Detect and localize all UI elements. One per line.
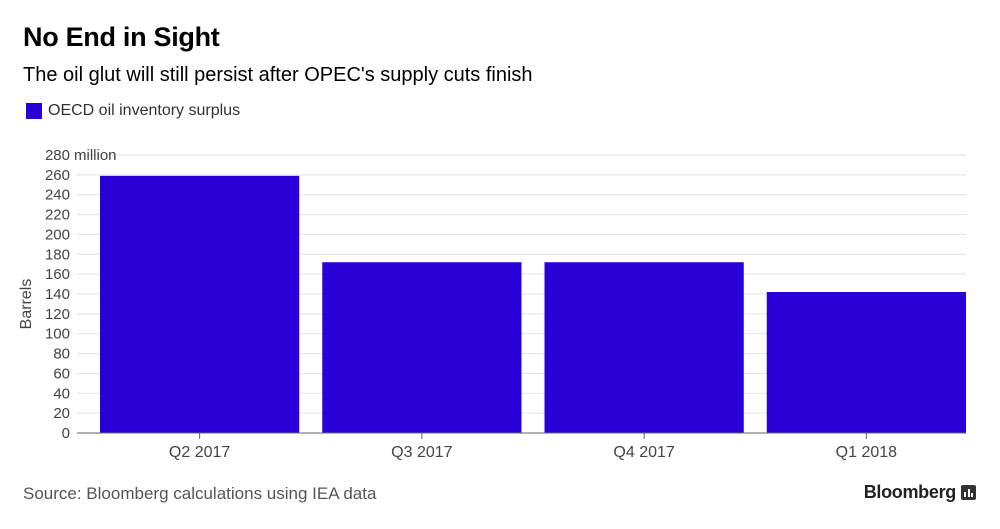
bar xyxy=(544,262,744,433)
source-note: Source: Bloomberg calculations using IEA… xyxy=(23,484,377,503)
y-tick-label: 20 xyxy=(53,405,70,422)
axes: 0 20 40 60 80 100 120 140 160 180 200 220 240 260 280 m… xyxy=(18,147,966,461)
y-tick-label: 120 xyxy=(45,306,70,323)
bar-chart-logo-icon xyxy=(961,485,976,500)
x-tick-label: Q1 2018 xyxy=(836,444,897,461)
brand-logo: Bloomberg xyxy=(864,482,976,503)
bar xyxy=(322,262,522,433)
y-tick-label: 200 xyxy=(45,226,70,243)
y-tick-label: 280 xyxy=(45,147,70,164)
brand-name: Bloomberg xyxy=(863,482,957,502)
y-unit-label: million xyxy=(74,147,117,164)
y-tick-label: 80 xyxy=(53,346,70,363)
x-tick-label: Q2 2017 xyxy=(169,444,230,461)
y-tick-label: 0 xyxy=(62,425,70,442)
bars xyxy=(100,175,966,433)
chart-title: No End in Sight xyxy=(23,22,220,52)
y-axis-label: Barrels xyxy=(18,279,35,330)
legend-label: OECD oil inventory surplus xyxy=(48,102,241,119)
y-tick-label: 40 xyxy=(53,385,70,402)
legend-swatch xyxy=(26,103,42,119)
bar xyxy=(766,292,966,433)
chart-subtitle: The oil glut will still persist after OP… xyxy=(23,64,533,86)
y-tick-label: 240 xyxy=(45,187,70,204)
x-tick-label: Q3 2017 xyxy=(391,444,452,461)
y-tick-label: 140 xyxy=(45,286,70,303)
y-tick-label: 100 xyxy=(45,326,70,343)
y-tick-label: 160 xyxy=(45,266,70,283)
y-tick-label: 60 xyxy=(53,365,70,382)
y-tick-label: 220 xyxy=(45,207,70,224)
bar xyxy=(100,175,300,433)
y-tick-label: 260 xyxy=(45,167,70,184)
x-tick-label: Q4 2017 xyxy=(613,444,674,461)
y-tick-label: 180 xyxy=(45,246,70,263)
legend: OECD oil inventory surplus xyxy=(26,102,240,120)
